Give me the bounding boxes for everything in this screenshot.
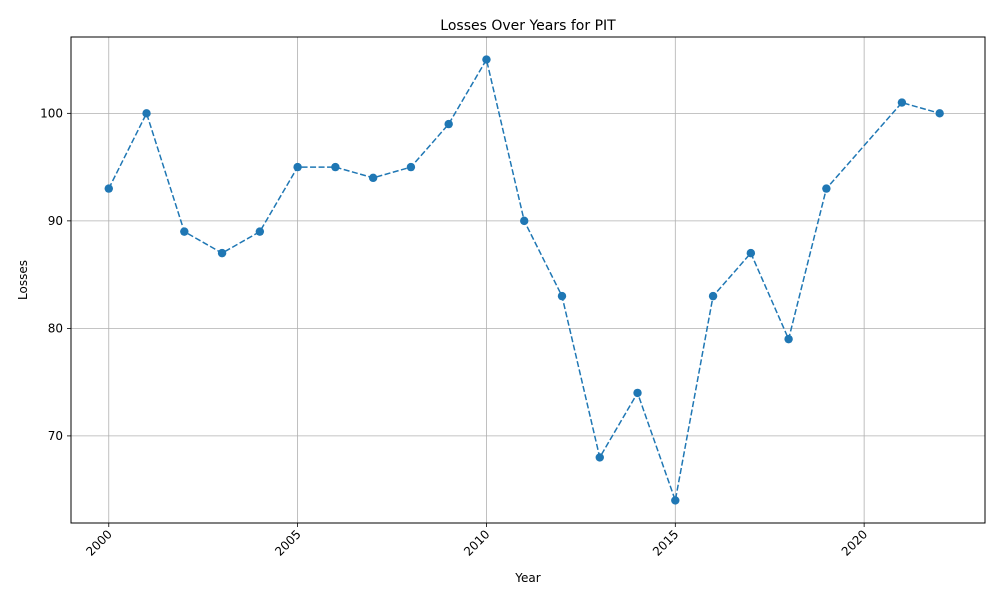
data-point (406, 162, 416, 172)
data-point (180, 227, 189, 236)
x-tick-label: 2000 (83, 527, 114, 558)
data-point (104, 184, 113, 193)
x-tick-label: 2010 (461, 527, 492, 558)
data-point (482, 55, 491, 64)
x-tick-label: 2015 (650, 527, 681, 558)
data-point (444, 119, 453, 129)
series-layer (104, 55, 944, 505)
y-axis-label: Losses (16, 260, 30, 300)
x-axis-label: Year (514, 571, 540, 585)
y-tick-label: 90 (48, 214, 63, 228)
data-point (142, 109, 151, 118)
y-tick-label: 100 (40, 106, 63, 120)
data-point (822, 184, 831, 193)
data-point (331, 162, 340, 172)
x-tick-label: 2005 (272, 527, 303, 558)
data-point (595, 453, 604, 462)
data-point (217, 248, 227, 258)
data-point (784, 334, 793, 344)
y-axis-ticks: 70 80 90 100 (40, 106, 71, 443)
x-axis-ticks: 2000 2005 2010 2015 2020 (83, 523, 870, 559)
series-line (108, 57, 940, 504)
chart-title: Losses Over Years for PIT (440, 18, 616, 34)
data-point (255, 227, 265, 236)
data-point (557, 291, 567, 301)
y-tick-label: 70 (48, 429, 63, 443)
data-point (671, 496, 680, 505)
data-point (897, 98, 907, 107)
y-tick-label: 80 (48, 321, 63, 335)
grid-lines (71, 37, 985, 523)
data-point (368, 173, 378, 183)
data-point (708, 291, 718, 301)
data-point (746, 248, 756, 258)
data-point (520, 216, 529, 226)
data-point (935, 109, 944, 118)
data-point (293, 162, 302, 172)
data-point (633, 388, 642, 398)
x-tick-label: 2020 (839, 527, 870, 558)
plot-frame (70, 36, 986, 524)
